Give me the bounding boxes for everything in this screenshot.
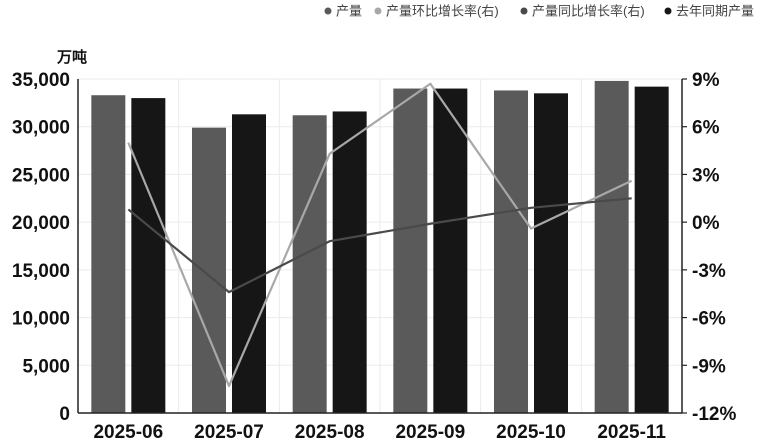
legend-marker [664,7,672,15]
right-tick-label: -3% [692,261,726,282]
bar-output-2025-06 [91,95,126,414]
bar-output-2025-07 [192,127,226,413]
left-tick-label: 35,000 [12,70,70,91]
legend-marker [324,7,332,15]
x-tick-label: 2025-06 [93,422,163,443]
x-tick-label: 2025-08 [295,422,365,443]
line-series [127,82,633,388]
right-tick-label: 0% [692,213,720,234]
bar-last-year-output-2025-06 [131,98,166,413]
bar-series [91,80,669,414]
left-tick-label: 25,000 [12,165,70,186]
x-tick-label: 2025-09 [395,422,465,443]
right-tick-label: -6% [692,309,726,330]
left-tick-label: 15,000 [12,261,70,282]
grid-lines [77,78,683,414]
legend-label: 产量 [336,4,362,19]
right-tick-label: 6% [692,118,720,139]
right-tick-label: -9% [692,356,726,377]
x-tick-label: 2025-11 [597,422,666,443]
left-tick-label: 10,000 [12,309,70,330]
left-tick-label: 5,000 [22,356,70,377]
line-mom-growth [127,82,633,388]
legend: 产量 产量环比增长率(右) 产量同比增长率(右) 去年同期产量 [324,4,754,19]
bar-last-year-output-2025-08 [332,111,367,414]
bar-output-2025-08 [292,115,327,414]
bar-last-year-output-2025-10 [534,93,568,414]
axes: 0 5,000 10,000 15,000 20,000 25,000 30,000 35,0… [12,70,737,443]
right-tick-label: 9% [692,70,720,91]
bar-output-2025-09 [393,88,428,414]
legend-label: 产量同比增长率(右) [532,4,645,19]
bar-output-2025-11 [594,80,629,413]
line-yoy-growth [127,197,632,294]
right-tick-label: -12% [692,404,736,425]
legend-label: 产量环比增长率(右) [386,4,499,19]
x-tick-label: 2025-07 [194,422,264,443]
bar-last-year-output-2025-11 [634,86,669,414]
bar-last-year-output-2025-09 [433,88,468,414]
left-axis-unit: 万吨 [56,48,87,66]
left-tick-label: 30,000 [12,118,70,139]
legend-label: 去年同期产量 [676,4,754,19]
left-tick-label: 20,000 [12,213,70,234]
x-tick-label: 2025-10 [496,422,566,443]
legend-marker [374,7,382,15]
bar-output-2025-10 [494,90,528,414]
left-tick-label: 0 [59,404,70,425]
legend-marker [520,7,528,15]
right-tick-label: 3% [692,165,720,186]
